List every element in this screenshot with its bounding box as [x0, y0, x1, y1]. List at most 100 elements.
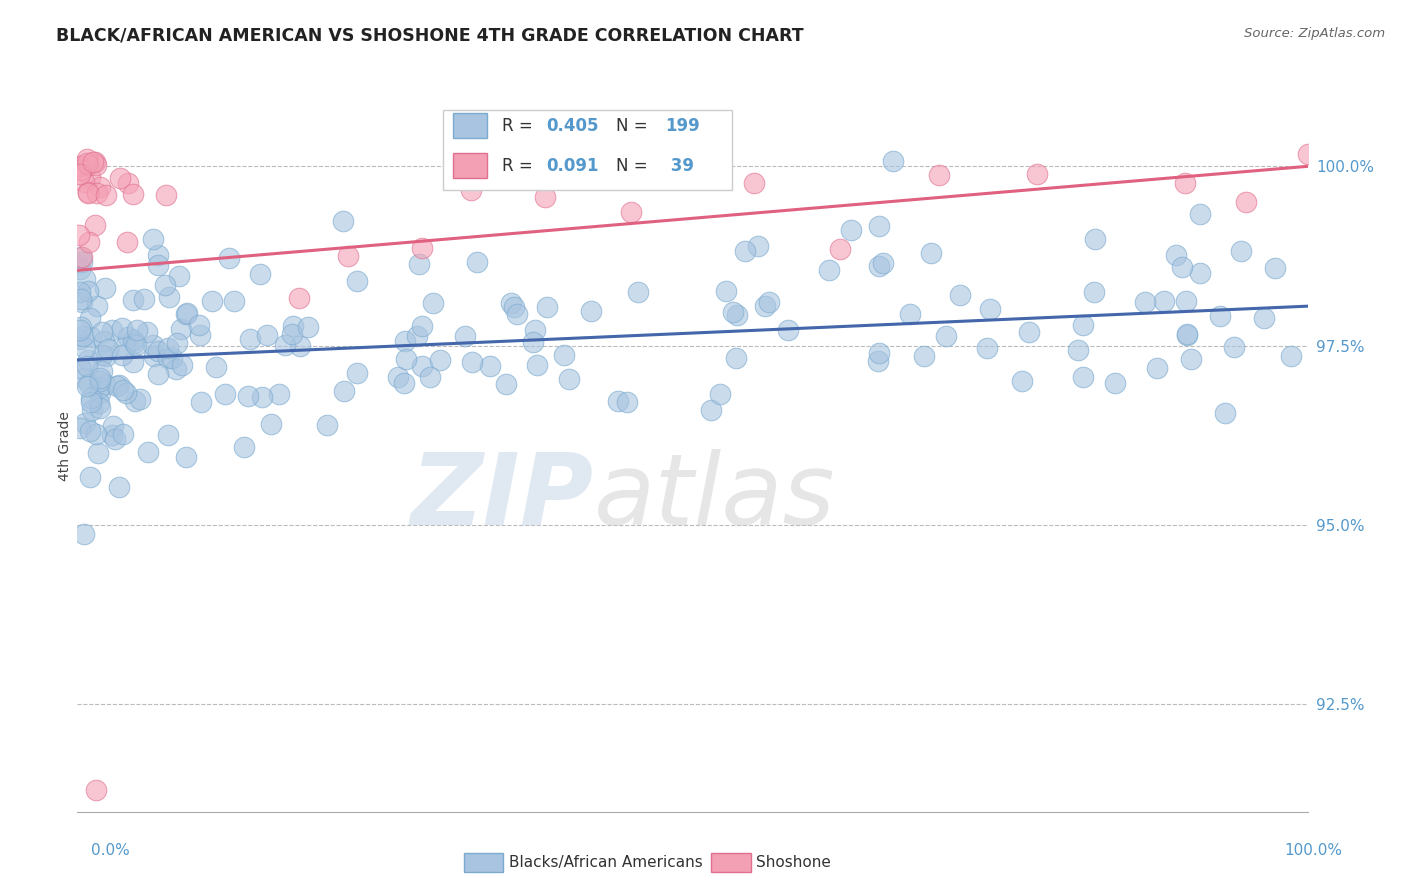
Point — [157, 428, 180, 442]
Point — [872, 256, 894, 270]
Point — [557, 372, 579, 386]
Point — [117, 176, 139, 190]
Point — [526, 358, 548, 372]
Point — [979, 301, 1001, 316]
Point — [395, 351, 418, 366]
Point — [1188, 266, 1211, 280]
Point — [170, 358, 193, 372]
Point — [89, 401, 111, 416]
Point — [273, 338, 295, 352]
Point — [316, 418, 339, 433]
Point — [73, 341, 96, 355]
Point — [70, 250, 93, 264]
Point — [166, 336, 188, 351]
Point — [80, 395, 103, 409]
Text: 0.0%: 0.0% — [91, 843, 131, 858]
Point — [976, 341, 998, 355]
Point — [72, 175, 94, 189]
Point — [70, 254, 93, 268]
Point — [479, 359, 502, 373]
Point — [89, 385, 111, 400]
Point — [239, 332, 262, 346]
Point — [1174, 176, 1197, 190]
Point — [281, 318, 304, 333]
Point — [97, 342, 120, 356]
Point — [70, 320, 93, 334]
Point — [72, 527, 94, 541]
Point — [297, 319, 319, 334]
Point — [928, 168, 950, 182]
Point — [499, 296, 522, 310]
Point — [76, 353, 98, 368]
Point — [260, 417, 283, 431]
Point — [76, 153, 98, 167]
Point — [505, 307, 527, 321]
Point — [115, 235, 138, 249]
Point — [67, 159, 90, 173]
Point — [747, 239, 769, 253]
Point — [898, 307, 921, 321]
Point — [69, 163, 91, 178]
Point — [89, 371, 111, 385]
Point — [200, 293, 222, 308]
Point — [725, 308, 748, 322]
Point — [122, 334, 145, 348]
Point — [136, 445, 159, 459]
Point — [394, 334, 416, 348]
Point — [108, 378, 131, 392]
Point — [1083, 285, 1105, 300]
Point — [754, 299, 776, 313]
Point — [422, 296, 444, 310]
Point — [82, 155, 104, 169]
Point — [1215, 406, 1237, 420]
Point — [108, 480, 131, 494]
Point — [104, 432, 127, 446]
Point — [69, 323, 91, 337]
Point — [205, 360, 228, 375]
Point — [76, 185, 98, 199]
Point — [405, 328, 427, 343]
Point — [70, 250, 93, 264]
Point — [84, 783, 107, 797]
Point — [839, 223, 862, 237]
Point — [411, 359, 433, 374]
Point — [67, 228, 90, 243]
Point — [142, 232, 165, 246]
FancyBboxPatch shape — [453, 153, 486, 178]
Point — [1279, 349, 1302, 363]
Point — [758, 294, 780, 309]
Point — [1208, 310, 1230, 324]
Point — [89, 180, 111, 194]
Point — [818, 262, 841, 277]
Point — [124, 394, 146, 409]
Point — [69, 285, 91, 299]
Point — [77, 377, 100, 392]
Point — [90, 325, 112, 339]
Text: N =: N = — [616, 157, 652, 175]
Point — [460, 183, 482, 197]
Point — [69, 262, 91, 277]
Point — [156, 342, 179, 356]
Point — [111, 348, 134, 362]
Point — [148, 248, 170, 262]
Point — [920, 245, 942, 260]
Text: Blacks/African Americans: Blacks/African Americans — [509, 855, 703, 870]
Point — [536, 300, 558, 314]
Point — [721, 305, 744, 319]
Point — [86, 446, 108, 460]
Point — [1222, 340, 1244, 354]
Point — [429, 353, 451, 368]
Point — [122, 336, 145, 351]
Point — [146, 259, 169, 273]
Point — [1067, 343, 1090, 358]
Point — [143, 350, 166, 364]
Text: Source: ZipAtlas.com: Source: ZipAtlas.com — [1244, 27, 1385, 40]
Text: 199: 199 — [665, 117, 700, 135]
Point — [128, 392, 150, 406]
Point — [69, 421, 91, 435]
Point — [411, 241, 433, 255]
Point — [111, 384, 134, 398]
Point — [76, 378, 98, 392]
Point — [1146, 361, 1168, 376]
Point — [1230, 244, 1253, 259]
